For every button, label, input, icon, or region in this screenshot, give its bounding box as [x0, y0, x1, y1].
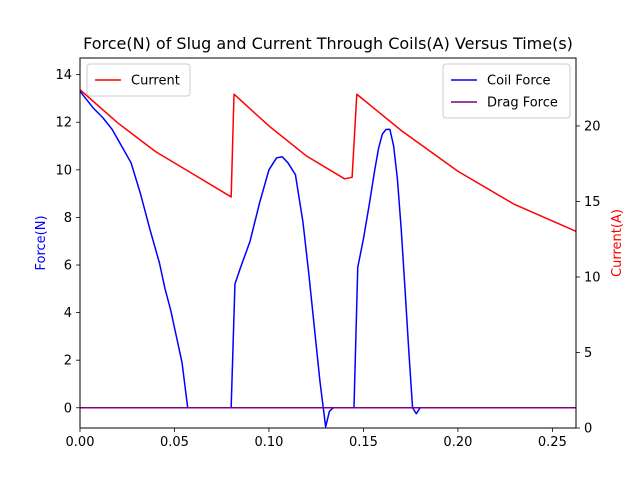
legend-label-current: Current — [131, 74, 180, 89]
x-tick-label: 0.00 — [66, 435, 95, 450]
y-axis-left: 0 2 4 6 8 10 12 14 — [55, 68, 80, 416]
y-left-tick-label: 14 — [55, 68, 72, 83]
y-left-tick-label: 0 — [64, 401, 72, 416]
chart-title: Force(N) of Slug and Current Through Coi… — [83, 34, 573, 53]
y-left-tick-label: 12 — [55, 116, 72, 131]
y-right-tick-label: 0 — [584, 422, 592, 437]
y-left-tick-label: 10 — [55, 163, 72, 178]
y-right-tick-label: 10 — [584, 270, 601, 285]
y-left-tick-label: 2 — [64, 354, 72, 369]
legend-forces: Coil Force Drag Force — [442, 63, 571, 119]
x-tick-label: 0.10 — [254, 435, 283, 450]
legend-label-coil-force: Coil Force — [487, 74, 551, 89]
y-axis-right-label: Current(A) — [610, 209, 625, 277]
legend-label-drag-force: Drag Force — [487, 96, 558, 111]
x-tick-label: 0.05 — [160, 435, 189, 450]
y-left-tick-label: 8 — [64, 211, 72, 226]
legend-box — [86, 63, 191, 97]
series-coil-force-line — [80, 90, 576, 428]
legend-box — [442, 63, 571, 119]
x-tick-label: 0.25 — [538, 435, 567, 450]
y-left-tick-label: 6 — [64, 259, 72, 274]
plot-frame — [79, 57, 577, 429]
y-axis-right: 0 5 10 15 20 — [576, 119, 601, 437]
series-current-line — [80, 89, 576, 233]
legend-current: Current — [86, 63, 191, 97]
y-right-tick-label: 15 — [584, 195, 601, 210]
y-axis-left-label: Force(N) — [34, 215, 49, 270]
series-layer — [80, 89, 576, 428]
y-right-tick-label: 20 — [584, 119, 601, 134]
x-tick-label: 0.15 — [349, 435, 378, 450]
y-right-tick-label: 5 — [584, 346, 592, 361]
x-axis: 0.00 0.05 0.10 0.15 0.20 0.25 — [66, 428, 567, 450]
y-left-tick-label: 4 — [64, 306, 72, 321]
x-tick-label: 0.20 — [443, 435, 472, 450]
